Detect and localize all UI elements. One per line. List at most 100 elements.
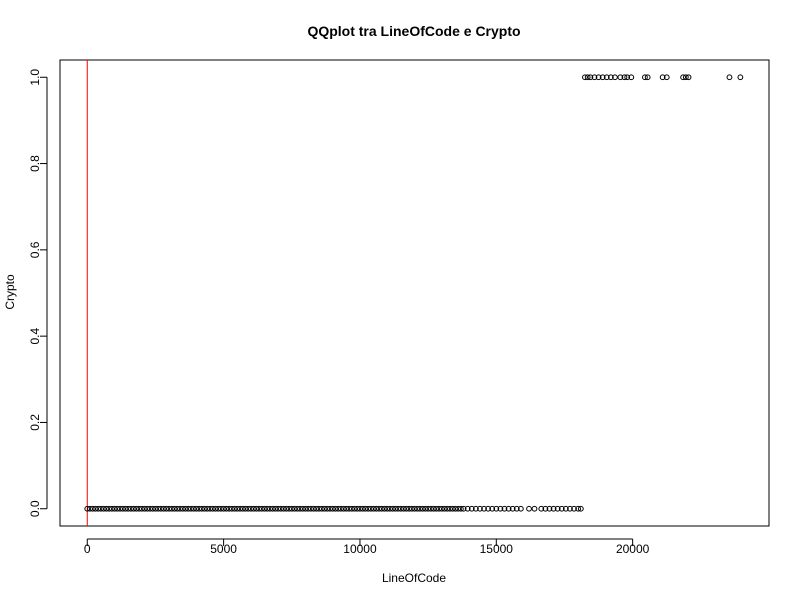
data-point xyxy=(327,505,333,512)
data-point xyxy=(307,505,314,512)
data-point xyxy=(275,505,282,512)
data-point xyxy=(337,505,344,512)
data-point xyxy=(144,505,151,512)
data-point xyxy=(447,505,453,512)
data-point xyxy=(373,505,380,512)
data-point xyxy=(89,505,96,512)
data-point xyxy=(550,505,557,512)
data-point xyxy=(582,74,588,81)
data-point xyxy=(187,505,194,512)
data-point xyxy=(468,505,475,512)
data-point xyxy=(485,505,492,512)
data-point xyxy=(231,505,238,512)
data-point xyxy=(501,505,508,512)
data-point xyxy=(395,505,402,512)
data-point xyxy=(505,505,512,512)
data-point xyxy=(288,505,295,512)
data-point xyxy=(313,505,320,512)
data-point xyxy=(414,505,421,512)
data-point xyxy=(302,505,309,512)
data-point xyxy=(171,505,178,512)
data-point xyxy=(220,505,227,512)
data-point xyxy=(269,505,276,512)
data-point xyxy=(367,505,374,512)
data-point xyxy=(517,505,524,512)
data-point xyxy=(324,505,331,512)
data-point xyxy=(141,505,148,512)
data-point xyxy=(354,505,361,512)
data-point xyxy=(430,505,437,512)
data-point xyxy=(111,505,118,512)
y-axis-tick-label: 0.8 xyxy=(28,155,42,172)
data-point xyxy=(226,505,232,512)
data-point xyxy=(138,505,145,512)
data-point xyxy=(340,505,347,512)
data-point xyxy=(387,505,393,512)
data-point xyxy=(489,505,496,512)
data-point xyxy=(384,505,391,512)
data-point xyxy=(433,505,440,512)
data-point xyxy=(595,74,602,81)
data-point xyxy=(642,74,648,81)
x-axis-tick-label: 10000 xyxy=(343,542,377,556)
data-point xyxy=(152,505,159,512)
data-point xyxy=(147,505,153,512)
data-point xyxy=(163,505,170,512)
data-point xyxy=(406,505,412,512)
data-point xyxy=(283,505,290,512)
data-point xyxy=(119,505,126,512)
x-axis-tick-label: 5000 xyxy=(210,542,237,556)
x-axis-tick-label: 15000 xyxy=(480,542,514,556)
data-point xyxy=(133,505,140,512)
data-point xyxy=(280,505,287,512)
data-point xyxy=(318,505,325,512)
data-point xyxy=(190,505,197,512)
data-point xyxy=(149,505,156,512)
data-point xyxy=(215,505,222,512)
data-point xyxy=(98,505,104,512)
data-point xyxy=(584,74,591,81)
data-point xyxy=(182,505,189,512)
data-point xyxy=(239,505,246,512)
data-point xyxy=(261,505,268,512)
data-point xyxy=(422,505,429,512)
data-point xyxy=(403,505,410,512)
data-point xyxy=(397,505,404,512)
data-point xyxy=(201,505,208,512)
data-point xyxy=(542,505,549,512)
y-axis-tick-label: 0.0 xyxy=(28,500,42,517)
data-point xyxy=(438,505,445,512)
data-point xyxy=(425,505,432,512)
data-point xyxy=(299,505,306,512)
data-point xyxy=(179,505,186,512)
data-point xyxy=(92,505,99,512)
data-point xyxy=(624,74,631,81)
y-axis-tick-label: 0.4 xyxy=(28,327,42,344)
data-point xyxy=(87,505,93,512)
data-point xyxy=(174,505,181,512)
data-point xyxy=(130,505,137,512)
data-point xyxy=(591,74,598,81)
data-point xyxy=(444,505,451,512)
data-point xyxy=(370,505,377,512)
data-point xyxy=(212,505,219,512)
data-point xyxy=(577,505,584,512)
data-point xyxy=(381,505,388,512)
data-point xyxy=(177,505,183,512)
data-point xyxy=(526,505,532,512)
y-axis: 0.0 0.2 0.4 0.6 0.8 1.0 xyxy=(28,69,48,517)
data-point xyxy=(607,74,614,81)
data-point xyxy=(457,505,464,512)
data-point xyxy=(346,505,352,512)
data-point xyxy=(659,74,666,81)
data-point xyxy=(348,505,355,512)
data-point xyxy=(472,505,479,512)
data-point xyxy=(441,505,448,512)
data-point xyxy=(417,505,423,512)
data-point xyxy=(359,505,366,512)
data-point xyxy=(166,505,172,512)
data-point xyxy=(264,505,271,512)
y-axis-label: Crypto xyxy=(3,274,17,310)
data-point xyxy=(242,505,249,512)
data-point xyxy=(685,74,692,81)
